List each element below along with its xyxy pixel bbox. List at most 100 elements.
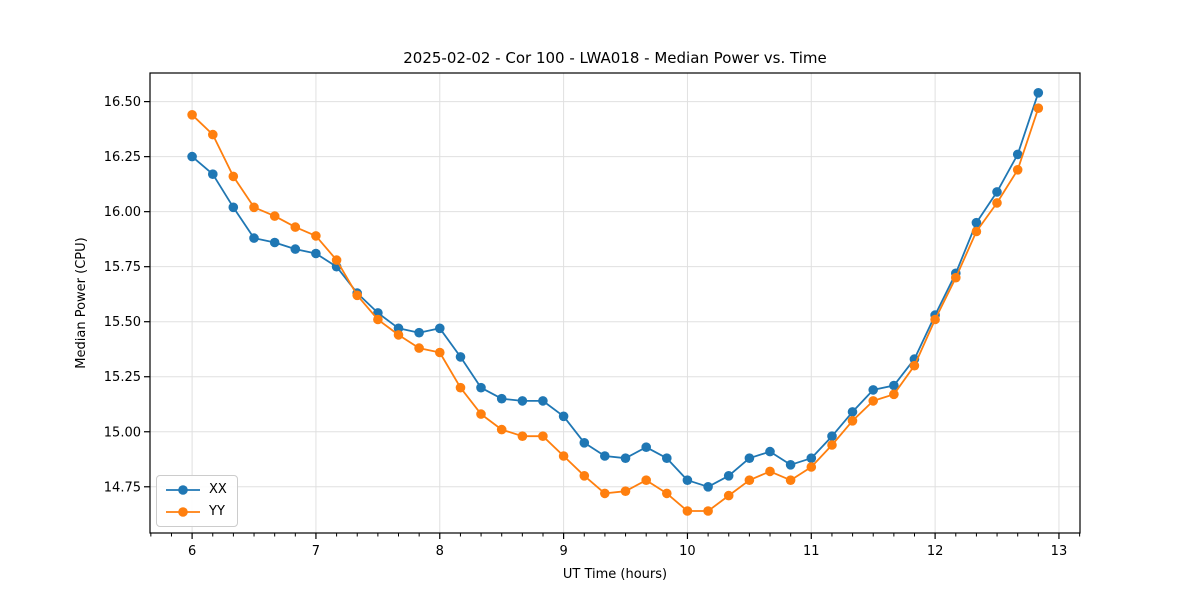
data-point-yy	[909, 360, 920, 371]
data-point-yy	[393, 330, 404, 340]
data-point-yy	[868, 396, 878, 406]
data-point-xx	[703, 482, 713, 492]
data-point-xx	[538, 396, 548, 406]
data-point-yy	[744, 475, 755, 486]
x-tick-label: 8	[436, 544, 444, 559]
x-tick-label: 7	[312, 544, 320, 559]
legend-item-xx: XX	[165, 481, 227, 499]
data-point-yy	[723, 490, 734, 501]
x-tick-label: 6	[188, 544, 196, 559]
data-point-yy	[455, 382, 466, 393]
data-point-xx	[662, 453, 672, 464]
data-point-yy	[1033, 103, 1044, 113]
data-point-xx	[517, 396, 528, 406]
y-tick-label: 14.75	[104, 480, 141, 495]
y-tick-label: 15.75	[104, 260, 141, 275]
data-point-yy	[992, 198, 1002, 208]
x-tick-label: 11	[803, 544, 820, 559]
data-point-xx	[600, 451, 610, 461]
chart-title: 2025-02-02 - Cor 100 - LWA018 - Median P…	[403, 49, 827, 67]
data-point-yy	[435, 347, 445, 358]
y-tick-label: 16.25	[104, 150, 141, 165]
data-point-xx	[847, 407, 858, 417]
data-point-xx	[228, 202, 239, 213]
data-point-xx	[765, 446, 775, 457]
data-point-xx	[558, 411, 569, 422]
y-tick-label: 15.25	[104, 370, 141, 385]
y-tick-label: 15.00	[104, 425, 141, 440]
data-point-xx	[806, 453, 817, 464]
y-tick-label: 16.50	[104, 95, 141, 110]
data-point-xx	[435, 323, 445, 334]
y-tick-label: 15.50	[104, 315, 141, 330]
plot-border	[149, 72, 1081, 534]
data-point-yy	[517, 431, 528, 442]
data-point-yy	[971, 226, 982, 237]
data-point-yy	[600, 488, 610, 499]
data-point-yy	[249, 202, 259, 213]
data-point-xx	[290, 244, 301, 254]
y-axis-label: Median Power (CPU)	[74, 237, 89, 368]
data-point-yy	[765, 466, 775, 477]
data-point-yy	[620, 486, 631, 497]
data-point-yy	[951, 272, 961, 283]
data-point-xx	[579, 438, 590, 448]
data-point-yy	[662, 488, 672, 499]
data-point-xx	[827, 431, 837, 442]
data-point-xx	[311, 248, 321, 259]
x-tick-label: 12	[927, 544, 944, 559]
data-point-yy	[269, 211, 280, 221]
x-tick-label: 9	[559, 544, 567, 559]
data-point-xx	[1012, 149, 1023, 160]
data-point-yy	[806, 462, 817, 472]
data-point-xx	[785, 460, 796, 470]
data-point-xx	[269, 237, 280, 248]
data-point-yy	[496, 424, 507, 435]
data-point-yy	[187, 110, 197, 120]
data-point-xx	[723, 471, 734, 481]
data-point-yy	[827, 440, 837, 450]
data-point-yy	[311, 231, 321, 241]
data-point-xx	[496, 393, 507, 404]
legend-swatch-yy	[166, 507, 200, 517]
series-line-yy	[191, 107, 1040, 512]
data-point-yy	[331, 255, 342, 265]
data-point-yy	[373, 314, 383, 325]
data-point-yy	[785, 475, 796, 486]
data-point-xx	[249, 233, 259, 243]
data-point-yy	[703, 506, 713, 516]
data-point-yy	[847, 416, 858, 426]
data-point-yy	[352, 290, 363, 301]
data-point-xx	[414, 327, 424, 338]
data-point-yy	[641, 475, 651, 486]
data-point-xx	[393, 323, 404, 334]
data-point-xx	[208, 169, 218, 179]
data-point-yy	[290, 222, 301, 232]
data-point-xx	[992, 187, 1002, 197]
x-tick-label: 10	[679, 544, 696, 559]
data-point-xx	[744, 453, 755, 464]
data-point-yy	[228, 171, 239, 182]
legend-swatch-xx	[166, 485, 200, 495]
data-point-yy	[538, 431, 548, 442]
data-point-xx	[682, 475, 693, 486]
data-point-xx	[373, 308, 383, 318]
data-point-xx	[971, 217, 982, 228]
data-point-yy	[579, 471, 590, 481]
data-point-xx	[455, 352, 466, 362]
data-point-yy	[889, 389, 899, 400]
data-point-yy	[558, 451, 569, 461]
legend-label-xx: XX	[209, 482, 227, 497]
data-point-yy	[476, 409, 486, 419]
y-tick-label: 16.00	[104, 205, 141, 220]
data-point-xx	[889, 380, 899, 391]
legend-item-yy: YY	[165, 503, 227, 521]
series-line-xx	[191, 92, 1040, 488]
data-point-yy	[1012, 165, 1023, 175]
data-point-yy	[930, 314, 940, 325]
data-point-xx	[641, 442, 651, 453]
data-point-xx	[1033, 88, 1044, 98]
legend-label-yy: YY	[209, 504, 225, 519]
data-point-xx	[620, 453, 631, 464]
legend: XX YY	[156, 475, 238, 527]
